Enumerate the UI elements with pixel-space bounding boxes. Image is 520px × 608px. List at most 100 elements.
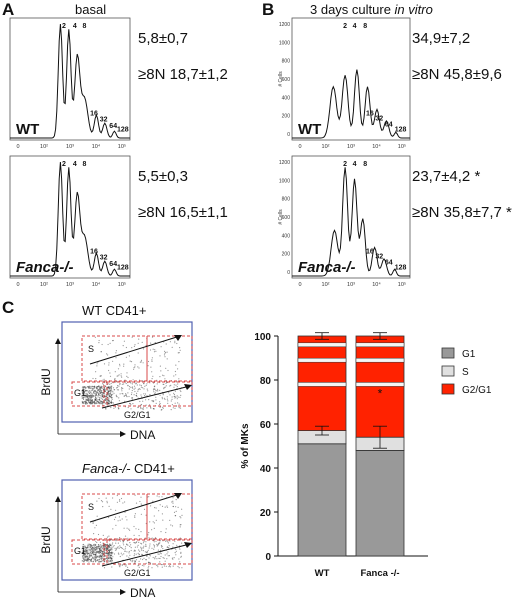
flow-dot [143, 383, 145, 385]
flow-dot [91, 551, 93, 553]
flow-dot [116, 387, 118, 389]
flow-dot [142, 547, 145, 549]
flow-dot [148, 557, 150, 559]
flow-dot [155, 402, 157, 404]
flow-dot [168, 545, 170, 547]
flow-dot [174, 407, 176, 409]
flow-dot [107, 394, 109, 396]
x-tick-label: 10⁴ [92, 281, 101, 288]
flow-dot [82, 391, 84, 393]
y-tick-label: 0 [265, 552, 271, 563]
flow-dot [155, 564, 158, 566]
flow-dot [134, 387, 136, 389]
flow-dot [145, 559, 147, 561]
flow-dot [140, 548, 142, 550]
flow-dot [155, 540, 157, 542]
flow-dot [167, 542, 169, 544]
bar-substripe [355, 342, 405, 348]
flow-dot [117, 552, 120, 554]
flow-dot [169, 385, 171, 387]
y-tick-label: 400 [282, 233, 291, 239]
flow-dot [174, 370, 176, 373]
flow-dot [171, 557, 173, 559]
flow-dot [157, 564, 159, 566]
ploidy-peak-label: 4 [353, 161, 357, 168]
flow-dot [117, 375, 119, 377]
flow-dot [112, 391, 114, 393]
flow-dot [175, 506, 177, 508]
flow-dot [156, 495, 158, 497]
flow-dot [109, 390, 111, 392]
flow-dot [169, 566, 172, 568]
flow-dot [147, 360, 150, 363]
flow-dot [160, 346, 162, 348]
flow-dot [119, 519, 121, 521]
a-fanca-stat1: 5,5±0,3 [138, 168, 188, 185]
flow-dot [129, 542, 131, 544]
flow-dot [92, 561, 94, 563]
flow-dot [145, 399, 147, 401]
flow-dot [93, 401, 95, 403]
flow-dot [90, 393, 92, 395]
flow-dot [111, 543, 113, 545]
x-tick-label: 0 [16, 144, 19, 150]
flow-dot [149, 394, 151, 396]
flow-dot [122, 345, 124, 347]
y-tick-label: 1200 [279, 160, 290, 166]
flow-dot [162, 393, 164, 395]
flow-dot [164, 506, 166, 508]
flow-dot [116, 375, 118, 377]
flow-dot [95, 394, 97, 396]
flow-dot [112, 552, 114, 554]
a-wt-stat2: ≥8N 18,7±1,2 [138, 66, 228, 83]
flow-dot [85, 556, 87, 558]
flow-dot [115, 509, 117, 511]
flow-dot [165, 385, 167, 387]
flow-dot [102, 506, 104, 508]
flow-dot [149, 382, 151, 384]
flow-dot [178, 403, 180, 405]
flow-dot [178, 547, 180, 549]
flow-dot [172, 505, 174, 508]
flow-dot [119, 363, 121, 365]
flow-dot [133, 534, 135, 536]
flow-dot [175, 405, 177, 407]
flow-dot [95, 557, 97, 559]
flow-dot [162, 394, 164, 396]
flow-dot [129, 529, 131, 531]
flow-dot [119, 540, 121, 542]
flow-dot [164, 378, 166, 380]
flow-dot [93, 391, 95, 393]
flow-dot [178, 361, 180, 363]
flow-dot [88, 394, 90, 397]
flow-dot [96, 555, 98, 557]
flow-dot [173, 395, 175, 398]
flow-dot [86, 555, 88, 557]
flow-dot [115, 394, 117, 396]
flow-dot [175, 364, 177, 366]
flow-dot [91, 399, 93, 401]
flow-dot [135, 382, 137, 384]
flow-dot [118, 385, 120, 387]
flow-dot [140, 513, 142, 515]
flow-dot [155, 396, 157, 398]
ploidy-peak-label: 4 [73, 161, 77, 168]
flow-dot [91, 401, 93, 403]
flow-dot [111, 566, 113, 568]
flow-dot [83, 395, 85, 397]
flow-dot [140, 546, 142, 548]
panel-a-letter: A [2, 0, 15, 19]
flow-dot [179, 389, 181, 391]
flow-dot [106, 502, 108, 504]
flow-dot [89, 399, 91, 401]
sample-label: WT [298, 121, 321, 138]
flow-dot [164, 560, 166, 562]
flow-dot [96, 395, 98, 397]
flow-dot [108, 393, 110, 395]
flow-dot [98, 342, 100, 344]
flow-dot [162, 407, 164, 409]
flow-dot [138, 379, 141, 381]
flow-dot [101, 343, 103, 346]
flow-dot [168, 547, 170, 549]
